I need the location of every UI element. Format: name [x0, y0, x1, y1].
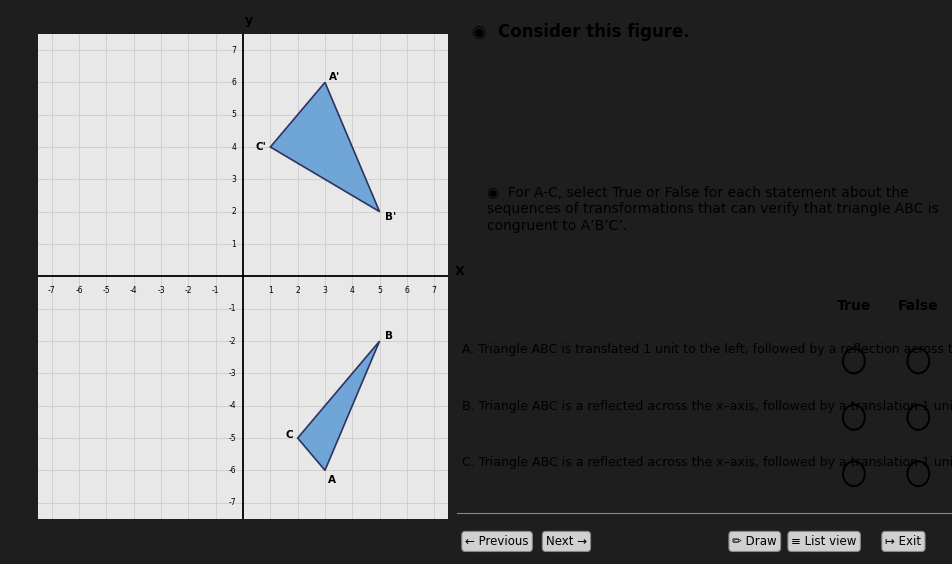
Text: -6: -6	[228, 466, 236, 475]
Text: -1: -1	[228, 304, 236, 313]
Text: C. Triangle ABC is a reflected across the x–axis, followed by a translation 1 un: C. Triangle ABC is a reflected across th…	[462, 456, 952, 469]
Text: -4: -4	[129, 286, 137, 295]
Text: A. Triangle ABC is translated 1 unit to the left, followed by a reflection acros: A. Triangle ABC is translated 1 unit to …	[462, 343, 952, 356]
Text: C: C	[285, 430, 292, 440]
Text: ← Previous: ← Previous	[465, 535, 528, 548]
Text: ≡ List view: ≡ List view	[791, 535, 856, 548]
Text: -1: -1	[211, 286, 219, 295]
Text: B: B	[385, 331, 392, 341]
Text: 6: 6	[231, 78, 236, 87]
Text: 7: 7	[231, 46, 236, 55]
Text: -3: -3	[228, 369, 236, 378]
Text: 7: 7	[431, 286, 436, 295]
Text: 4: 4	[231, 143, 236, 152]
Text: True: True	[836, 299, 870, 313]
Text: -3: -3	[157, 286, 165, 295]
Text: 3: 3	[231, 175, 236, 184]
Text: ◉  For A-C, select True or False for each statement about the sequences of trans: ◉ For A-C, select True or False for each…	[486, 186, 938, 232]
Text: False: False	[897, 299, 938, 313]
Text: 1: 1	[231, 240, 236, 249]
Text: B. Triangle ABC is a reflected across the x–axis, followed by a translation 1 un: B. Triangle ABC is a reflected across th…	[462, 399, 952, 413]
Text: -7: -7	[48, 286, 55, 295]
Text: C': C'	[255, 142, 266, 152]
Text: 3: 3	[322, 286, 327, 295]
Text: -2: -2	[228, 337, 236, 346]
Text: A': A'	[328, 73, 340, 82]
Text: -2: -2	[185, 286, 192, 295]
Text: B': B'	[385, 212, 396, 222]
Text: 5: 5	[377, 286, 382, 295]
Text: ↦ Exit: ↦ Exit	[884, 535, 921, 548]
Polygon shape	[270, 82, 379, 212]
Text: ◉  Consider this figure.: ◉ Consider this figure.	[472, 23, 689, 41]
Text: y: y	[244, 14, 252, 28]
Text: -6: -6	[75, 286, 83, 295]
Text: -7: -7	[228, 498, 236, 507]
Text: -4: -4	[228, 401, 236, 410]
Text: Next →: Next →	[545, 535, 586, 548]
Text: 5: 5	[231, 110, 236, 119]
Text: X: X	[454, 265, 464, 278]
Text: 4: 4	[349, 286, 354, 295]
Text: -5: -5	[228, 434, 236, 443]
Text: 2: 2	[231, 207, 236, 216]
Text: 2: 2	[295, 286, 300, 295]
Polygon shape	[297, 341, 379, 470]
Text: 6: 6	[404, 286, 409, 295]
Text: 1: 1	[268, 286, 272, 295]
Text: A: A	[327, 475, 335, 485]
Text: ✏ Draw: ✏ Draw	[732, 535, 776, 548]
Text: -5: -5	[103, 286, 110, 295]
